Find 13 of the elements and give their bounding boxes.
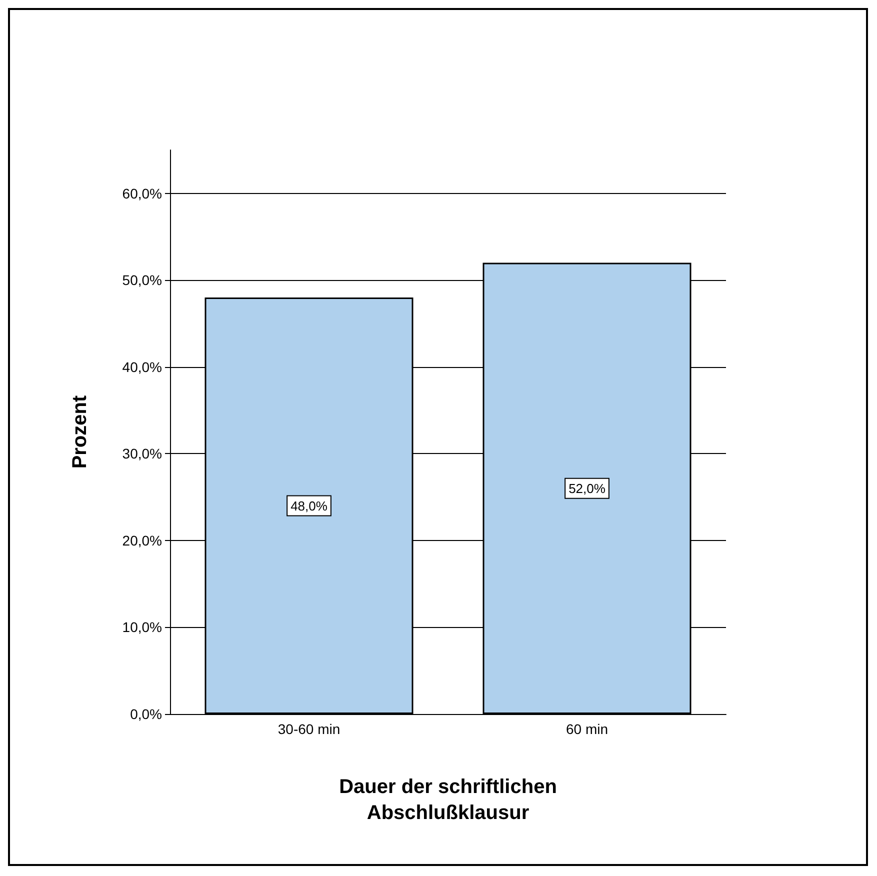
y-tick-label: 30,0% [122, 446, 162, 462]
x-axis-title: Dauer der schriftlichen Abschlußklausur [339, 776, 557, 824]
data-label: 52,0% [568, 480, 606, 496]
y-tick-label: 20,0% [122, 532, 162, 548]
y-tick-label: 0,0% [130, 706, 162, 722]
y-tick-label: 50,0% [122, 272, 162, 288]
y-axis-title: Prozent [69, 394, 91, 469]
y-tick-label: 40,0% [122, 358, 162, 375]
y-tick-label: 10,0% [122, 619, 162, 636]
x-tick-label: 30-60 min [278, 721, 340, 737]
x-tick-label: 60 min [566, 721, 608, 737]
data-label: 48,0% [290, 498, 328, 514]
y-tick-label: 60,0% [122, 185, 162, 202]
